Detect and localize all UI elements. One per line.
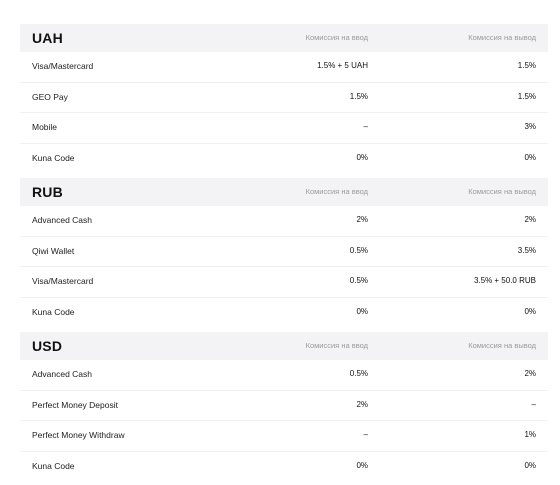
table-row: Qiwi Wallet 0.5% 3.5% bbox=[20, 237, 548, 268]
method-name: Kuna Code bbox=[32, 152, 75, 163]
table-row: Kuna Code 0% 0% bbox=[20, 298, 548, 329]
deposit-fee: – bbox=[363, 430, 368, 440]
table-row: Perfect Money Withdraw – 1% bbox=[20, 421, 548, 452]
withdraw-fee: 3.5% + 50.0 RUB bbox=[473, 276, 536, 286]
deposit-fee: 0.5% bbox=[349, 245, 368, 255]
deposit-fee-header: Комиссия на ввод bbox=[305, 341, 368, 350]
deposit-fee: 1.5% bbox=[349, 91, 368, 101]
withdraw-fee: 2% bbox=[524, 215, 536, 224]
withdraw-fee: 1.5% bbox=[517, 61, 536, 70]
table-row: Advanced Cash 2% 2% bbox=[20, 206, 548, 237]
table-row: Visa/Mastercard 0.5% 3.5% + 50.0 RUB bbox=[20, 267, 548, 298]
currency-title: RUB bbox=[32, 184, 63, 200]
table-row: GEO Pay 1.5% 1.5% bbox=[20, 83, 548, 114]
section-header: UAH Комиссия на ввод Комиссия на вывод bbox=[20, 24, 548, 52]
fee-table-uah: UAH Комиссия на ввод Комиссия на вывод V… bbox=[20, 24, 548, 174]
method-name: Qiwi Wallet bbox=[32, 245, 75, 256]
table-row: Perfect Money Deposit 2% – bbox=[20, 391, 548, 422]
withdraw-fee: 1.5% bbox=[517, 91, 536, 101]
table-row: Kuna Code 0% 0% bbox=[20, 452, 548, 483]
deposit-fee: 0.5% bbox=[349, 369, 368, 378]
method-name: Advanced Cash bbox=[32, 369, 93, 379]
section-header: USD Комиссия на ввод Комиссия на вывод bbox=[20, 332, 548, 360]
section-header: RUB Комиссия на ввод Комиссия на вывод bbox=[20, 178, 548, 206]
table-row: Kuna Code 0% 0% bbox=[20, 144, 548, 175]
deposit-fee: 0% bbox=[356, 460, 368, 470]
withdraw-fee: 0% bbox=[524, 152, 536, 162]
withdraw-fee: – bbox=[531, 399, 536, 409]
deposit-fee: – bbox=[363, 122, 368, 132]
method-name: Kuna Code bbox=[32, 306, 75, 317]
method-name: GEO Pay bbox=[32, 91, 68, 102]
withdraw-fee: 2% bbox=[524, 369, 536, 378]
fee-table-usd: USD Комиссия на ввод Комиссия на вывод A… bbox=[20, 332, 548, 482]
deposit-fee: 2% bbox=[356, 399, 368, 409]
currency-title: USD bbox=[32, 338, 63, 354]
withdraw-fee: 3% bbox=[524, 122, 536, 132]
table-row: Advanced Cash 0.5% 2% bbox=[20, 360, 548, 391]
table-row: Visa/Mastercard 1.5% + 5 UAH 1.5% bbox=[20, 52, 548, 83]
withdraw-fee: 0% bbox=[524, 460, 536, 470]
withdraw-fee-header: Комиссия на вывод bbox=[468, 187, 536, 196]
deposit-fee: 0% bbox=[356, 306, 368, 316]
method-name: Perfect Money Deposit bbox=[32, 399, 118, 410]
withdraw-fee-header: Комиссия на вывод bbox=[468, 341, 536, 350]
method-name: Perfect Money Withdraw bbox=[32, 430, 125, 441]
table-row: Mobile – 3% bbox=[20, 113, 548, 144]
method-name: Visa/Mastercard bbox=[32, 61, 94, 71]
withdraw-fee: 0% bbox=[524, 306, 536, 316]
deposit-fee: 2% bbox=[356, 215, 368, 224]
deposit-fee: 1.5% + 5 UAH bbox=[317, 61, 368, 70]
method-name: Visa/Mastercard bbox=[32, 276, 94, 287]
currency-title: UAH bbox=[32, 30, 63, 46]
method-name: Kuna Code bbox=[32, 460, 75, 471]
method-name: Mobile bbox=[32, 122, 58, 133]
withdraw-fee: 1% bbox=[524, 430, 536, 440]
deposit-fee: 0.5% bbox=[349, 276, 368, 286]
deposit-fee: 0% bbox=[356, 152, 368, 162]
method-name: Advanced Cash bbox=[32, 215, 93, 225]
deposit-fee-header: Комиссия на ввод bbox=[305, 33, 368, 42]
fee-table-rub: RUB Комиссия на ввод Комиссия на вывод A… bbox=[20, 178, 548, 328]
withdraw-fee-header: Комиссия на вывод bbox=[468, 33, 536, 42]
deposit-fee-header: Комиссия на ввод bbox=[305, 187, 368, 196]
withdraw-fee: 3.5% bbox=[517, 245, 536, 255]
